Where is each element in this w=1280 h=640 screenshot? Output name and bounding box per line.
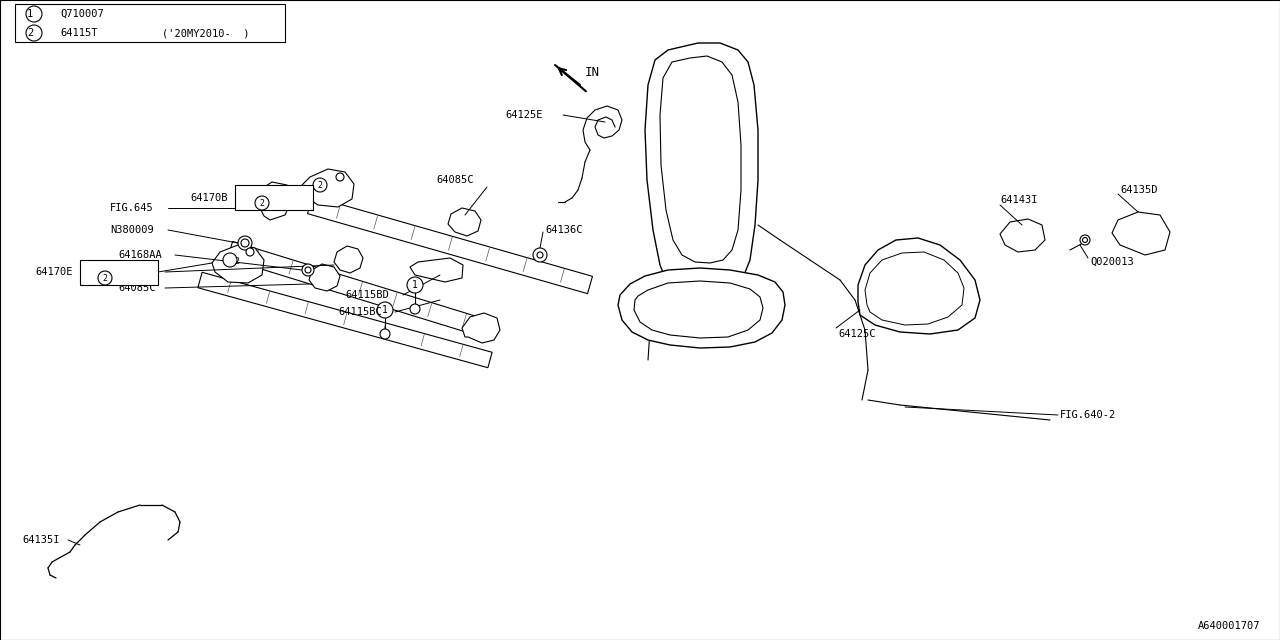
Text: 64170B: 64170B [191,193,228,203]
Text: 64085C: 64085C [118,283,155,293]
Circle shape [302,264,314,276]
Circle shape [26,25,42,41]
Text: 64170E: 64170E [36,267,73,277]
Circle shape [246,248,253,256]
Polygon shape [212,245,264,283]
Polygon shape [462,313,500,343]
Circle shape [314,178,326,192]
Circle shape [337,173,344,181]
Polygon shape [1112,212,1170,255]
Bar [15,4,285,42]
Circle shape [532,248,547,262]
Polygon shape [308,264,340,291]
Text: A640001707: A640001707 [1198,621,1260,631]
Circle shape [380,329,390,339]
Polygon shape [259,182,292,220]
Bar [81,260,157,285]
Circle shape [305,267,311,273]
Text: 2: 2 [27,28,33,38]
Text: 64125C: 64125C [838,329,876,339]
Circle shape [241,239,250,247]
Text: 64085C: 64085C [436,175,474,185]
Text: 64115BC: 64115BC [338,307,381,317]
Circle shape [26,6,42,22]
Text: ('20MY2010-  ): ('20MY2010- ) [163,28,250,38]
Text: 2: 2 [234,257,239,266]
Text: 2: 2 [260,198,265,207]
Polygon shape [645,43,758,300]
Text: 64125E: 64125E [506,110,543,120]
Polygon shape [448,208,481,236]
Polygon shape [198,272,492,368]
Text: 64135I: 64135I [22,535,59,545]
Circle shape [255,196,269,210]
Polygon shape [865,252,964,325]
Polygon shape [307,196,593,294]
Polygon shape [858,238,980,334]
Text: 64136C: 64136C [545,225,582,235]
Circle shape [538,252,543,258]
Circle shape [378,302,393,318]
Text: Q020013: Q020013 [1091,257,1134,267]
Text: 64168AA: 64168AA [118,250,161,260]
Text: FIG.645: FIG.645 [110,203,154,213]
Polygon shape [1000,219,1044,252]
Text: 64135D: 64135D [1120,185,1157,195]
Circle shape [1083,237,1088,243]
Text: 1: 1 [381,305,388,315]
Text: 1: 1 [27,9,33,19]
Polygon shape [410,258,463,282]
Circle shape [99,271,113,285]
Polygon shape [618,268,785,348]
Text: 64115T: 64115T [60,28,97,38]
Polygon shape [660,56,741,263]
Circle shape [407,277,422,293]
Polygon shape [300,169,355,207]
Text: FIG.640-2: FIG.640-2 [1060,410,1116,420]
Circle shape [238,236,252,250]
Text: 64115BD: 64115BD [346,290,389,300]
Text: 64143I: 64143I [1000,195,1038,205]
Text: 64085C: 64085C [118,267,155,277]
Text: IN: IN [585,65,600,79]
Text: 2: 2 [317,180,323,189]
Text: 1: 1 [412,280,419,290]
Circle shape [223,253,237,267]
Circle shape [410,304,420,314]
Polygon shape [634,281,763,338]
Polygon shape [228,241,493,339]
Bar [236,185,314,210]
Text: 2: 2 [102,273,108,282]
Polygon shape [334,246,364,273]
Text: N380009: N380009 [110,225,154,235]
Circle shape [1080,235,1091,245]
Text: Q710007: Q710007 [60,9,104,19]
